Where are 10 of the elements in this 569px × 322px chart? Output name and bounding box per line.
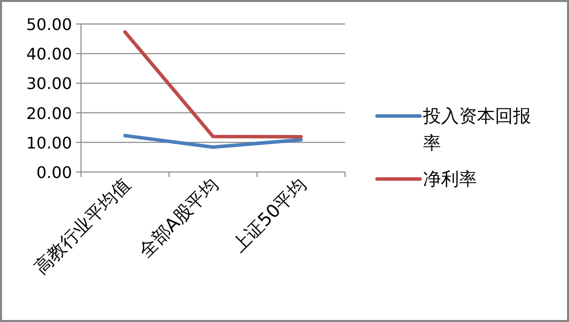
legend-label: 净利率 — [423, 168, 478, 192]
x-tick-label: 上证50平均 — [228, 174, 311, 257]
y-tick-label: 10.00 — [26, 133, 72, 152]
y-tick-label: 30.00 — [26, 74, 72, 94]
y-tick-label: 40.00 — [26, 44, 72, 64]
y-tick-label: 50.00 — [26, 15, 72, 34]
x-tick-label: 全部A股平均 — [135, 174, 223, 262]
y-tick-label: 0.00 — [36, 163, 72, 182]
y-tick-label: 20.00 — [26, 104, 72, 123]
legend-label: 投入资本回报率 — [423, 105, 532, 156]
